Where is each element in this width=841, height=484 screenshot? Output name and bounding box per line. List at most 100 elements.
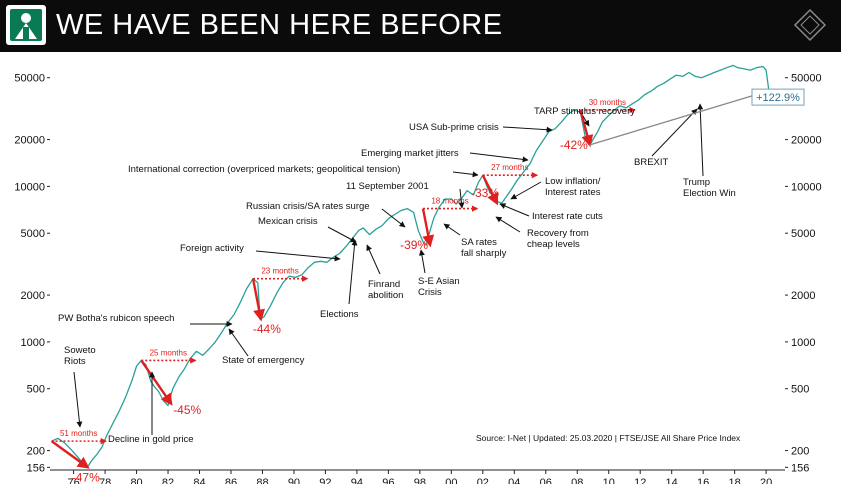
diamond-icon (793, 8, 827, 42)
event-annotation: Mexican crisis (258, 216, 318, 227)
x-tick-label: 76 (67, 477, 79, 484)
y-tick-label-right: 20000 (791, 135, 822, 147)
x-tick-label: 84 (193, 477, 205, 484)
y-tick-label-right: 2000 (791, 290, 815, 302)
event-annotation: Interest rate cuts (532, 211, 603, 222)
x-tick-label: 06 (540, 477, 552, 484)
event-annotation: Decline in gold price (108, 434, 194, 445)
return-label-box (751, 88, 805, 106)
annotation-arrow (510, 181, 542, 200)
y-tick-label-right: 500 (791, 384, 809, 396)
annotation-arrow (499, 203, 530, 217)
x-tick-label: 18 (729, 477, 741, 484)
event-annotation: Recovery from cheap levels (527, 228, 589, 250)
x-tick-label: 78 (99, 477, 111, 484)
y-tick-label-left: 5000 (21, 228, 45, 240)
x-tick-label: 90 (288, 477, 300, 484)
x-tick-label: 02 (477, 477, 489, 484)
event-annotation: USA Sub-prime crisis (409, 122, 499, 133)
x-tick-label: 94 (351, 477, 363, 484)
y-tick-label-left: 50000 (14, 73, 45, 85)
drawdown-duration-label: 18 months (431, 197, 468, 206)
drawdown-duration-label: 27 months (491, 163, 528, 172)
drawdown-duration-label: 23 months (261, 267, 298, 276)
x-tick-label: 98 (414, 477, 426, 484)
line-chart: 76 78 80 82 84 86 88 90 92 94 96 98 00 02 04 06 08 10 12 14… (14, 64, 822, 484)
header-bar: WE HAVE BEEN HERE BEFORE (0, 0, 841, 52)
event-annotation: Russian crisis/SA rates surge (246, 201, 370, 212)
drawdown-duration-label: 30 months (589, 98, 626, 107)
x-tick-label: 82 (162, 477, 174, 484)
y-tick-label-right: 1000 (791, 337, 815, 349)
x-tick-label: 92 (319, 477, 331, 484)
x-tick-label: 80 (130, 477, 142, 484)
y-tick-label-left: 500 (27, 384, 45, 396)
annotation-arrow (502, 126, 553, 133)
annotation-arrow (443, 223, 461, 236)
event-annotation: Elections (320, 309, 359, 320)
annotation-arrow (255, 250, 341, 262)
x-tick-label: 10 (603, 477, 615, 484)
old-mutual-logo-icon (6, 5, 46, 45)
x-tick-label: 04 (508, 477, 520, 484)
drawdown-duration-label: 51 months (60, 429, 97, 438)
annotation-arrow (458, 188, 465, 209)
y-tick-label-left: 20000 (14, 135, 45, 147)
drawdown-percent-label: -45% (173, 403, 201, 417)
x-tick-label: 86 (225, 477, 237, 484)
annotation-arrow (73, 371, 83, 428)
event-annotation: International correction (overpriced mar… (128, 164, 400, 175)
event-annotation: 11 September 2001 (346, 181, 429, 192)
annotation-arrow (452, 171, 479, 178)
y-tick-label-left: 10000 (14, 181, 45, 193)
x-tick-label: 14 (666, 477, 678, 484)
event-annotation: Emerging market jitters (361, 148, 459, 159)
annotation-arrow (366, 244, 381, 275)
y-tick-label-right: 50000 (791, 73, 822, 85)
y-tick-label-left: 2000 (21, 290, 45, 302)
return-label: +122.9% (756, 92, 800, 104)
annotation-arrow (697, 103, 704, 177)
x-tick-label: 20 (760, 477, 772, 484)
drawdown-percent-label: -42% (560, 138, 588, 152)
return-arrow (589, 89, 769, 146)
x-tick-label: 12 (634, 477, 646, 484)
y-tick-label-left: 200 (27, 446, 45, 458)
event-annotation: Soweto Riots (64, 345, 96, 367)
page-title: WE HAVE BEEN HERE BEFORE (56, 9, 503, 41)
event-annotation: S-E Asian Crisis (418, 276, 460, 298)
event-annotation: BREXIT (634, 157, 669, 168)
annotation-arrow (418, 249, 426, 274)
x-tick-label: 96 (382, 477, 394, 484)
annotation-arrow (327, 226, 357, 243)
drawdown-drop-arrow (579, 109, 594, 148)
event-annotation: PW Botha's rubicon speech (58, 313, 174, 324)
annotation-arrow (651, 108, 698, 157)
x-tick-label: 16 (697, 477, 709, 484)
y-tick-label-right: 10000 (791, 181, 822, 193)
y-tick-label-right: 5000 (791, 228, 815, 240)
x-tick-label: 08 (571, 477, 583, 484)
annotation-arrow (469, 152, 529, 163)
y-tick-label-right: 156 (791, 462, 809, 474)
annotation-arrow (228, 328, 249, 357)
annotation-arrow (348, 239, 358, 305)
event-annotation: State of emergency (222, 355, 305, 366)
y-tick-label-right: 200 (791, 446, 809, 458)
drawdown-drop-arrow (421, 208, 435, 248)
drawdown-percent-label: -39% (400, 238, 428, 252)
drawdown-drop-arrow (251, 278, 265, 322)
drawdown-duration-label: 25 months (150, 348, 187, 357)
source-note: Source: I-Net | Updated: 25.03.2020 | FT… (476, 433, 741, 443)
event-annotation: Trump Election Win (683, 177, 736, 199)
drawdown-percent-label: -47% (72, 470, 100, 484)
drawdown-drop-arrow (140, 359, 173, 406)
annotation-arrow (381, 208, 406, 228)
event-annotation: Finrand abolition (368, 279, 403, 301)
y-tick-label-left: 156 (27, 462, 45, 474)
y-tick-label-left: 1000 (21, 337, 45, 349)
drawdown-drop-arrow (50, 440, 90, 469)
drawdown-drop-arrow (481, 174, 499, 206)
event-annotation: SA rates fall sharply (461, 237, 507, 259)
event-annotation: Foreign activity (180, 243, 244, 254)
